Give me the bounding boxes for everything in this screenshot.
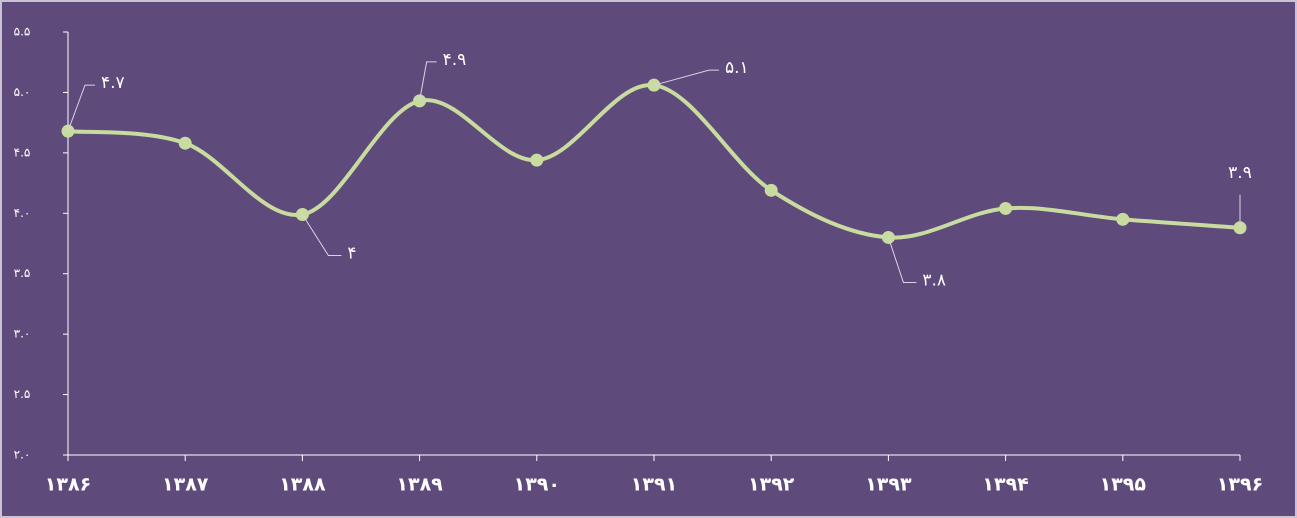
marker (530, 153, 544, 167)
x-tick-label: ۱۳۸۹ (396, 474, 443, 496)
data-label: ۳.۹ (1228, 163, 1252, 183)
y-tick-label: ۵.۰ (14, 85, 31, 99)
marker (999, 201, 1013, 215)
y-tick-label: ۳.۰ (14, 327, 31, 341)
y-tick-label: ۴.۰ (14, 206, 31, 220)
x-tick-label: ۱۳۹۴ (982, 474, 1028, 496)
data-label: ۴ (347, 243, 356, 263)
marker (764, 183, 778, 197)
data-label: ۴.۹ (443, 50, 467, 70)
x-tick-label: ۱۳۹۰ (514, 474, 560, 496)
y-tick-label: ۳.۵ (14, 266, 31, 280)
x-tick-label: ۱۳۸۶ (45, 474, 91, 496)
marker (178, 136, 192, 150)
x-tick-label: ۱۳۹۲ (748, 474, 795, 496)
leader-line (653, 69, 719, 86)
x-tick-label: ۱۳۹۵ (1100, 474, 1147, 496)
leader-line (887, 237, 917, 283)
data-label: ۳.۸ (922, 270, 946, 290)
x-tick-label: ۱۳۹۶ (1217, 474, 1263, 496)
x-tick-label: ۱۳۸۷ (162, 474, 209, 496)
data-label: ۴.۷ (101, 73, 125, 93)
leader-line (67, 84, 95, 132)
x-tick-label: ۱۳۸۸ (279, 474, 326, 496)
leader-line (301, 214, 342, 256)
y-tick-label: ۴.۵ (14, 145, 31, 159)
marker (1116, 212, 1130, 226)
leader-line (419, 61, 437, 101)
data-label: ۵.۱ (725, 58, 749, 78)
y-tick-label: ۲.۰ (14, 448, 31, 462)
line (67, 83, 1241, 240)
y-tick-label: ۲.۵ (14, 387, 31, 401)
x-tick-label: ۱۳۹۳ (865, 474, 912, 496)
x-tick-label: ۱۳۹۱ (631, 474, 677, 496)
y-tick-label: ۵.۵ (14, 25, 31, 39)
